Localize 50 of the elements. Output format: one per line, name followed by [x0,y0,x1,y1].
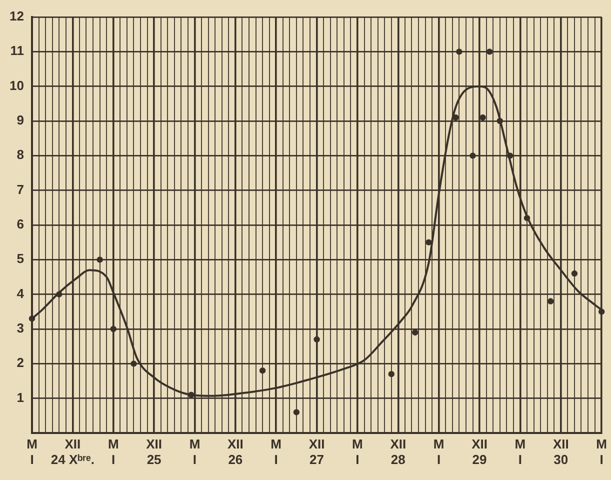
x-tick-label: XII 26 [227,436,244,467]
point [496,118,503,124]
point [28,316,36,322]
y-tick-label: 8 [16,147,24,162]
x-tick-label: M I [596,436,608,467]
point [259,368,266,374]
x-tick-label: M I [433,436,444,467]
x-tick-label: M I [352,436,363,467]
x-tick-label: XII 27 [308,436,325,467]
x-tick-label: M I [108,436,119,467]
x-tick-label: M I [270,436,282,467]
point [412,329,418,336]
x-tick-label: M I [26,436,38,467]
point [486,48,493,55]
point [548,298,554,304]
x-tick-label: XII 28 [390,436,406,467]
y-tick-label: 10 [10,78,24,93]
point [456,48,462,55]
y-tick-label: 1 [16,390,24,405]
y-tick-label: 12 [10,8,24,24]
point [452,114,459,121]
point [524,214,530,222]
point [130,360,137,367]
x-tick-label: XII 24 Xᵇʳᵉ. [50,436,94,467]
x-tick-label: M I [189,436,200,467]
point [506,152,514,159]
point [293,409,300,416]
y-tick-label: 7 [16,182,24,197]
x-tick-label: M I [514,436,526,467]
point [188,392,194,398]
x-tick-label: XII 29 [472,436,488,467]
point [388,370,394,378]
point [480,114,486,121]
point [314,336,320,342]
y-tick-label: 9 [16,112,24,128]
y-tick-label: 4 [16,286,25,301]
y-tick-label: 3 [16,320,24,336]
point [426,239,432,246]
y-tick-label: 2 [16,355,24,370]
point [470,152,476,159]
x-tick-label: XII 25 [146,436,162,467]
y-tick-label: 5 [16,251,24,266]
point [110,326,116,332]
point [96,256,103,263]
x-tick-label: XII 30 [552,436,569,467]
point [571,270,578,277]
point [598,308,605,315]
y-tick-label: 11 [10,43,24,58]
y-tick-label: 6 [16,216,24,232]
point [56,291,62,298]
